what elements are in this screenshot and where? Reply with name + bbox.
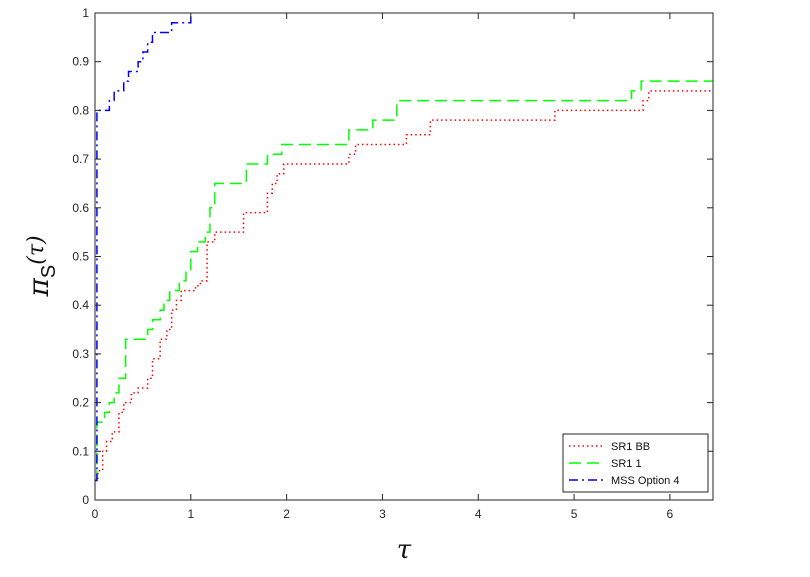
ticks-layer: 0 1 2 3 4 5 6 0 0.1 0.2 0.3 0.4 0.5 0.6 0.7 0.8 0.9 1 [72,6,713,521]
x-tick-label: 2 [283,507,290,521]
legend-label-1: SR1 BB [611,441,650,453]
y-tick-label: 0.2 [72,396,89,410]
series-line-2 [95,80,713,482]
y-tick-label: 0.7 [72,152,89,166]
x-tick-label: 5 [571,507,578,521]
x-axis-title: τ [397,535,412,565]
x-tick-label: 0 [92,507,99,521]
series-layer [95,13,713,482]
legend-label-2: SR1 1 [611,458,642,470]
y-tick-label: 0.1 [72,444,89,458]
x-tick-label: 6 [667,507,674,521]
y-axis-title: πS(τ) [22,235,60,297]
y-axis-title-argument: (τ) [24,235,49,264]
y-tick-label: 0.6 [72,201,89,215]
x-tick-label: 4 [475,507,482,521]
x-tick-label: 1 [187,507,194,521]
y-axis-title-symbol: π [22,278,55,298]
y-tick-label: 0.9 [72,55,89,69]
y-tick-label: 0.5 [72,250,89,264]
y-tick-label: 0 [82,493,89,507]
y-tick-label: 0.4 [72,298,89,312]
y-tick-label: 0.3 [72,347,89,361]
legend: SR1 BB SR1 1 MSS Option 4 [562,433,709,493]
x-tick-label: 3 [379,507,386,521]
plot-area [95,13,713,500]
y-axis-title-subscript: S [38,265,60,278]
y-tick-label: 0.8 [72,103,89,117]
series-line-3 [95,13,192,482]
y-tick-label: 1 [82,6,89,20]
legend-label-3: MSS Option 4 [611,475,679,487]
